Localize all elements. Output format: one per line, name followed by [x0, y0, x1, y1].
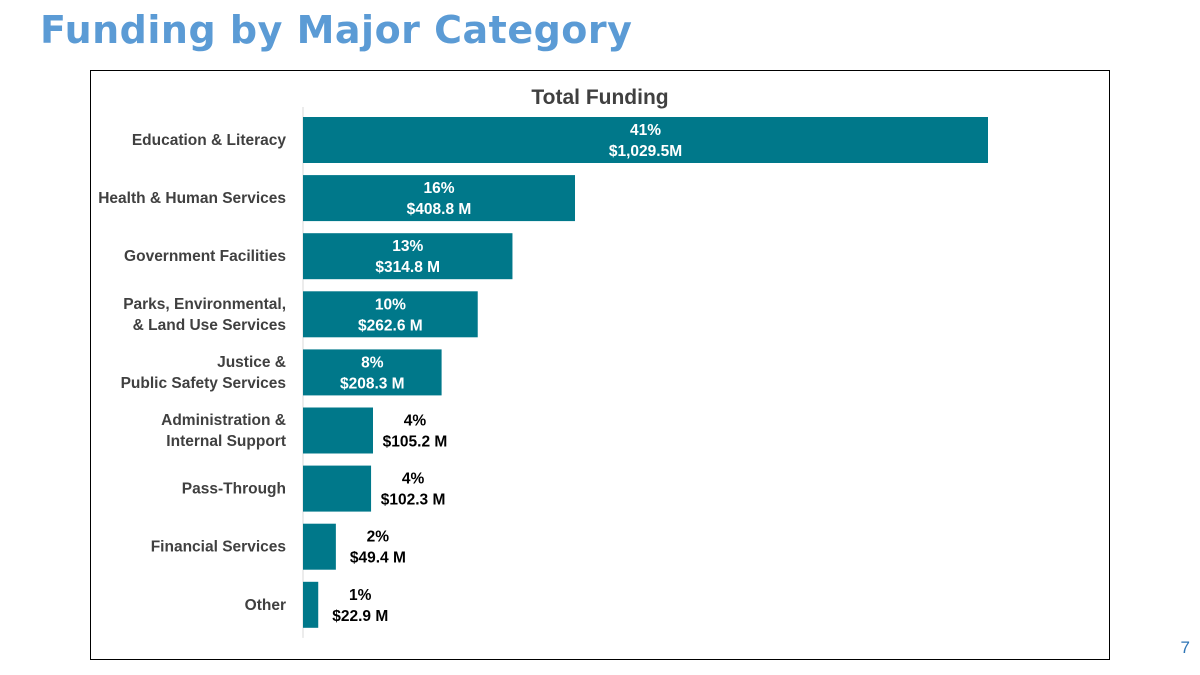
chart-title: Total Funding: [531, 86, 668, 109]
percent-label: 13%: [392, 238, 423, 255]
bar: [303, 581, 319, 628]
bar: [303, 117, 988, 163]
category-label: Financial Services: [151, 539, 286, 556]
percent-label: 16%: [423, 180, 454, 197]
percent-label: 1%: [349, 587, 372, 604]
percent-label: 2%: [367, 529, 390, 546]
bar: [303, 349, 442, 396]
category-label: Health & Human Services: [98, 190, 286, 207]
bar: [303, 175, 576, 222]
total-funding-chart: Total Funding Education & Literacy 41% $1,0…: [98, 86, 988, 638]
percent-label: 4%: [402, 471, 425, 488]
value-label: $408.8 M: [407, 201, 472, 218]
category-label: Government Facilities: [124, 248, 286, 265]
category-label: Internal Support: [166, 433, 286, 450]
value-label: $22.9 M: [332, 608, 388, 625]
value-label: $49.4 M: [350, 550, 406, 567]
value-label: $105.2 M: [383, 434, 448, 451]
percent-label: 8%: [361, 354, 384, 371]
category-label: Justice &: [217, 354, 286, 371]
category-label: Administration &: [161, 412, 286, 429]
category-label: Parks, Environmental,: [123, 296, 286, 313]
value-label: $102.3 M: [381, 492, 446, 509]
value-label: $208.3 M: [340, 375, 405, 392]
value-label: $314.8 M: [375, 259, 440, 276]
bar: [303, 465, 372, 512]
slide-title: Funding by Major Category: [40, 8, 633, 52]
category-label: & Land Use Services: [133, 317, 286, 334]
chart-frame: Total Funding Education & Literacy 41% $1,0…: [90, 70, 1110, 660]
percent-label: 10%: [375, 296, 406, 313]
category-label: Public Safety Services: [121, 375, 286, 392]
category-label: Other: [245, 597, 286, 614]
bar: [303, 523, 336, 570]
value-label: $262.6 M: [358, 317, 423, 334]
bar: [303, 407, 373, 454]
category-label: Education & Literacy: [132, 132, 287, 149]
value-label: $1,029.5M: [609, 143, 682, 160]
percent-label: 41%: [630, 122, 661, 139]
page-number: 7: [1180, 638, 1190, 657]
bar: [303, 233, 513, 280]
percent-label: 4%: [404, 413, 427, 430]
bar: [303, 291, 478, 338]
category-label: Pass-Through: [182, 481, 286, 498]
